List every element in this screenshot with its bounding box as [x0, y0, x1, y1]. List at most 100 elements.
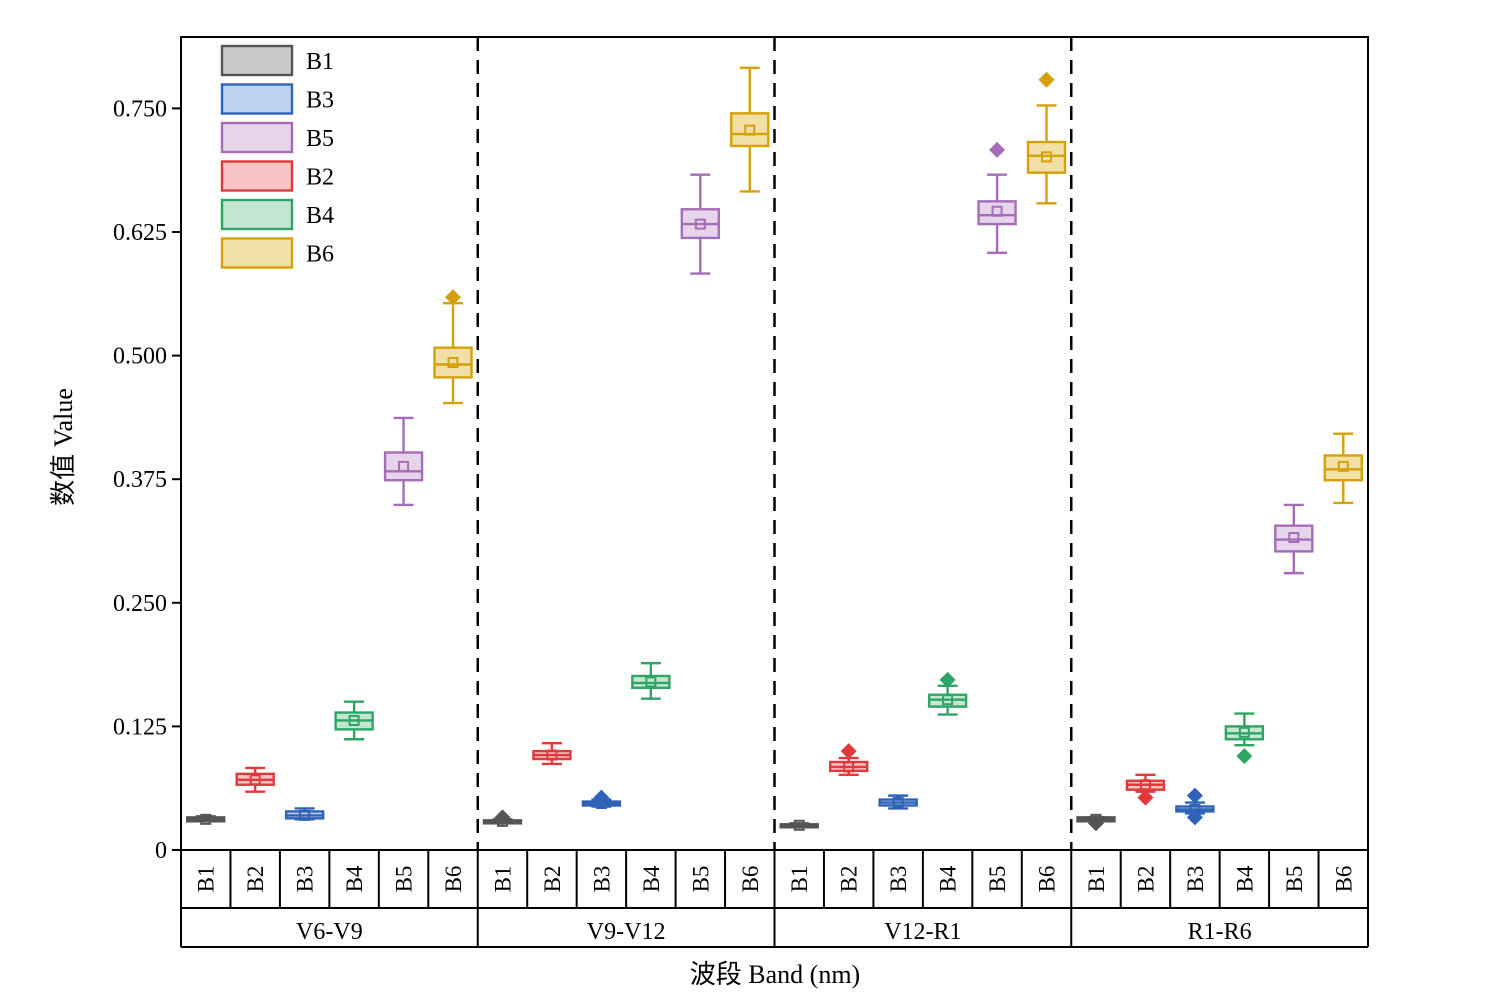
box-iqr: [1323, 454, 1363, 482]
category-label: B1: [1084, 866, 1109, 893]
category-label: B2: [540, 866, 565, 893]
category-label: B1: [787, 866, 812, 893]
y-tick-label: 0.375: [113, 467, 167, 493]
y-tick-label: 0.125: [113, 714, 167, 740]
outlier-point: [494, 809, 511, 826]
y-tick-label: 0: [155, 838, 167, 864]
x-axis-title: 波段 Band (nm): [690, 960, 860, 989]
box-B1: [1076, 813, 1116, 832]
box-B2: [1125, 773, 1166, 806]
category-label: B6: [738, 866, 763, 893]
mean-marker: [348, 714, 360, 726]
legend-swatch-B2: [220, 160, 294, 192]
mean-marker: [546, 749, 558, 761]
mean-marker: [892, 797, 904, 809]
category-label: B4: [936, 865, 961, 892]
category-label: B2: [243, 866, 268, 893]
mean-marker: [200, 813, 212, 825]
outlier-point: [1038, 71, 1055, 88]
outlier-point: [1186, 809, 1203, 826]
mean-marker: [1337, 460, 1349, 472]
outlier-point: [1137, 789, 1154, 806]
category-label: B5: [985, 866, 1010, 893]
group-label: V12-R1: [884, 919, 961, 945]
mean-marker: [249, 774, 261, 786]
mean-marker: [1238, 726, 1250, 738]
mean-marker: [843, 761, 855, 773]
category-label: B6: [1035, 866, 1060, 893]
box-iqr: [383, 451, 424, 482]
box-B3: [284, 807, 325, 821]
legend-label-B5: B5: [306, 126, 334, 152]
category-label: B2: [1133, 866, 1158, 893]
mean-marker: [1288, 532, 1300, 544]
category-label: B4: [1232, 865, 1257, 892]
y-axis-title: 数值 Value: [49, 388, 78, 506]
outlier-point: [445, 289, 462, 306]
y-tick-label: 0.500: [113, 344, 167, 370]
mean-marker: [398, 460, 410, 472]
legend-swatch-B1: [220, 44, 294, 77]
box-B5: [1274, 503, 1314, 575]
category-label: B1: [194, 866, 219, 893]
group-label: V6-V9: [296, 919, 363, 945]
y-tick-label: 0.750: [113, 96, 167, 122]
box-B3: [878, 794, 918, 810]
box-B1: [482, 809, 523, 827]
category-label: B6: [441, 866, 466, 893]
mean-marker: [793, 819, 805, 831]
x-axis-category-table: V6-V9 B1 B2 B3 B4 B5 B6 V9-V12 B1 B2 B3 B4 B5 B6 V12-R…: [180, 850, 1369, 948]
category-label: B4: [342, 865, 367, 892]
outlier-point: [1087, 815, 1104, 832]
plot-area: [180, 36, 1369, 851]
mean-marker: [991, 205, 1003, 217]
legend-label-B2: B2: [306, 165, 334, 191]
legend: B1 B3 B5 B2 B4 B6: [220, 44, 334, 269]
box-B2: [532, 742, 572, 766]
category-label: B5: [392, 866, 417, 893]
legend-swatch-B3: [220, 83, 294, 115]
box-iqr: [433, 346, 473, 379]
mean-marker: [694, 218, 706, 230]
box-B6: [730, 66, 770, 193]
box-iqr: [977, 200, 1017, 226]
outlier-point: [939, 671, 956, 688]
category-label: B6: [1331, 866, 1356, 893]
legend-label-B6: B6: [306, 242, 334, 268]
box-B2: [828, 743, 869, 777]
box-B4: [334, 700, 374, 741]
legend-label-B4: B4: [306, 203, 334, 229]
mean-marker: [942, 694, 954, 706]
mean-marker: [744, 124, 756, 136]
y-tick-label: 0.250: [113, 591, 167, 617]
box-B4: [631, 661, 671, 700]
y-axis: 0 0.125 0.250 0.375 0.500 0.625 0.750: [113, 96, 181, 864]
category-label: B4: [639, 865, 664, 892]
box-B1: [779, 819, 819, 831]
outlier-point: [1186, 787, 1203, 804]
category-label: B3: [1183, 866, 1208, 893]
box-B5: [383, 416, 424, 507]
category-label: B5: [688, 866, 713, 893]
legend-label-B3: B3: [306, 88, 334, 114]
box-B2: [235, 766, 275, 793]
legend-label-B1: B1: [306, 49, 334, 75]
category-label: B3: [886, 866, 911, 893]
group-label: R1-R6: [1188, 919, 1252, 945]
mean-marker: [1041, 151, 1053, 163]
y-tick-label: 0.625: [113, 220, 167, 246]
outlier-point: [1236, 748, 1253, 765]
category-label: B1: [490, 866, 515, 893]
outlier-point: [593, 789, 610, 806]
box-iqr: [1026, 140, 1067, 174]
category-label: B2: [837, 866, 862, 893]
box-B6: [1026, 71, 1067, 205]
mean-marker: [645, 676, 657, 688]
box-B6: [1323, 432, 1363, 505]
box-B1: [186, 813, 226, 825]
category-label: B3: [589, 866, 614, 893]
outlier-point: [989, 141, 1006, 158]
box-B4: [927, 671, 968, 716]
box-iqr: [730, 112, 770, 148]
